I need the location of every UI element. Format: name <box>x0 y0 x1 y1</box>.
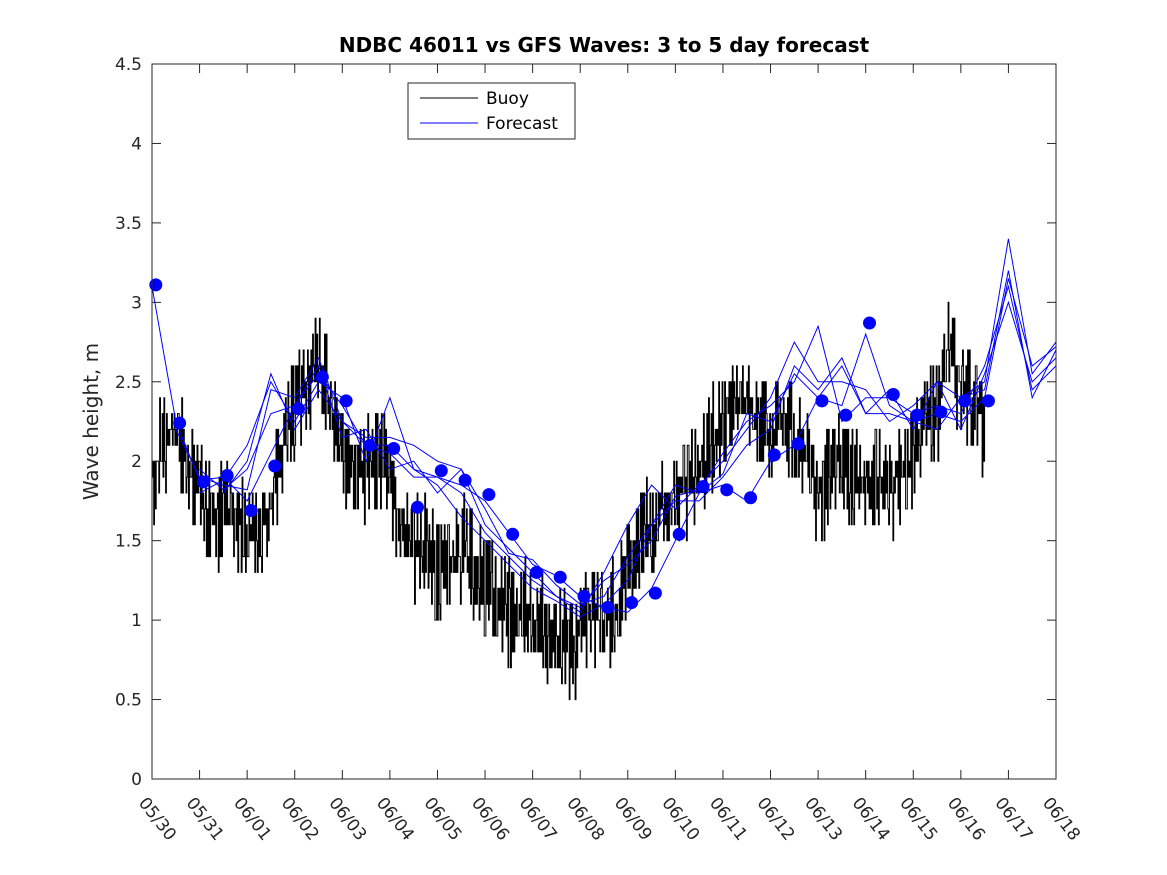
forecast-marker <box>577 589 591 603</box>
forecast-marker <box>244 503 258 517</box>
forecast-series-line <box>199 300 1057 613</box>
y-tick-label: 2.5 <box>115 373 142 393</box>
forecast-marker <box>458 473 472 487</box>
y-tick-label: 1 <box>131 611 142 631</box>
legend-label: Buoy <box>486 89 529 109</box>
forecast-marker <box>173 416 187 430</box>
forecast-marker <box>910 408 924 422</box>
legend-label: Forecast <box>486 114 558 134</box>
forecast-marker <box>839 408 853 422</box>
forecast-marker <box>434 464 448 478</box>
forecast-marker <box>791 437 805 451</box>
plot-area <box>152 64 1056 779</box>
y-tick-label: 2 <box>131 452 142 472</box>
forecast-marker <box>482 488 496 502</box>
forecast-marker <box>506 527 520 541</box>
forecast-marker <box>268 459 282 473</box>
forecast-marker <box>149 278 163 292</box>
forecast-marker <box>315 370 329 384</box>
forecast-marker <box>767 448 781 462</box>
forecast-marker <box>981 394 995 408</box>
forecast-marker <box>292 402 306 416</box>
buoy-series-line <box>152 301 986 701</box>
forecast-series-line <box>222 270 1057 618</box>
forecast-marker <box>529 565 543 579</box>
forecast-series-line <box>175 238 1057 605</box>
forecast-marker <box>625 596 639 610</box>
y-tick-label: 0 <box>131 770 142 790</box>
y-tick-label: 4 <box>131 134 142 154</box>
forecast-marker <box>220 469 234 483</box>
chart-title: NDBC 46011 vs GFS Waves: 3 to 5 day fore… <box>339 33 870 57</box>
plot-markers <box>149 278 995 614</box>
forecast-marker <box>862 316 876 330</box>
forecast-marker <box>410 500 424 514</box>
y-tick-label: 0.5 <box>115 691 142 711</box>
forecast-marker <box>886 387 900 401</box>
forecast-marker <box>815 394 829 408</box>
forecast-marker <box>363 438 377 452</box>
legend: Buoy Forecast <box>407 82 576 140</box>
y-tick-label: 3.5 <box>115 214 142 234</box>
forecast-marker <box>744 491 758 505</box>
y-tick-label: 4.5 <box>115 55 142 75</box>
forecast-marker <box>339 394 353 408</box>
forecast-marker <box>601 600 615 614</box>
axes-box <box>151 63 1057 780</box>
forecast-marker <box>648 586 662 600</box>
forecast-marker <box>387 442 401 456</box>
forecast-marker <box>958 394 972 408</box>
forecast-marker <box>196 475 210 489</box>
forecast-marker <box>934 405 948 419</box>
forecast-marker <box>696 480 710 494</box>
forecast-marker <box>672 527 686 541</box>
forecast-marker <box>720 483 734 497</box>
y-axis-label: Wave height, m <box>79 343 103 500</box>
legend-box <box>407 82 576 140</box>
forecast-marker <box>553 570 567 584</box>
y-tick-label: 3 <box>131 293 142 313</box>
y-tick-label: 1.5 <box>115 532 142 552</box>
